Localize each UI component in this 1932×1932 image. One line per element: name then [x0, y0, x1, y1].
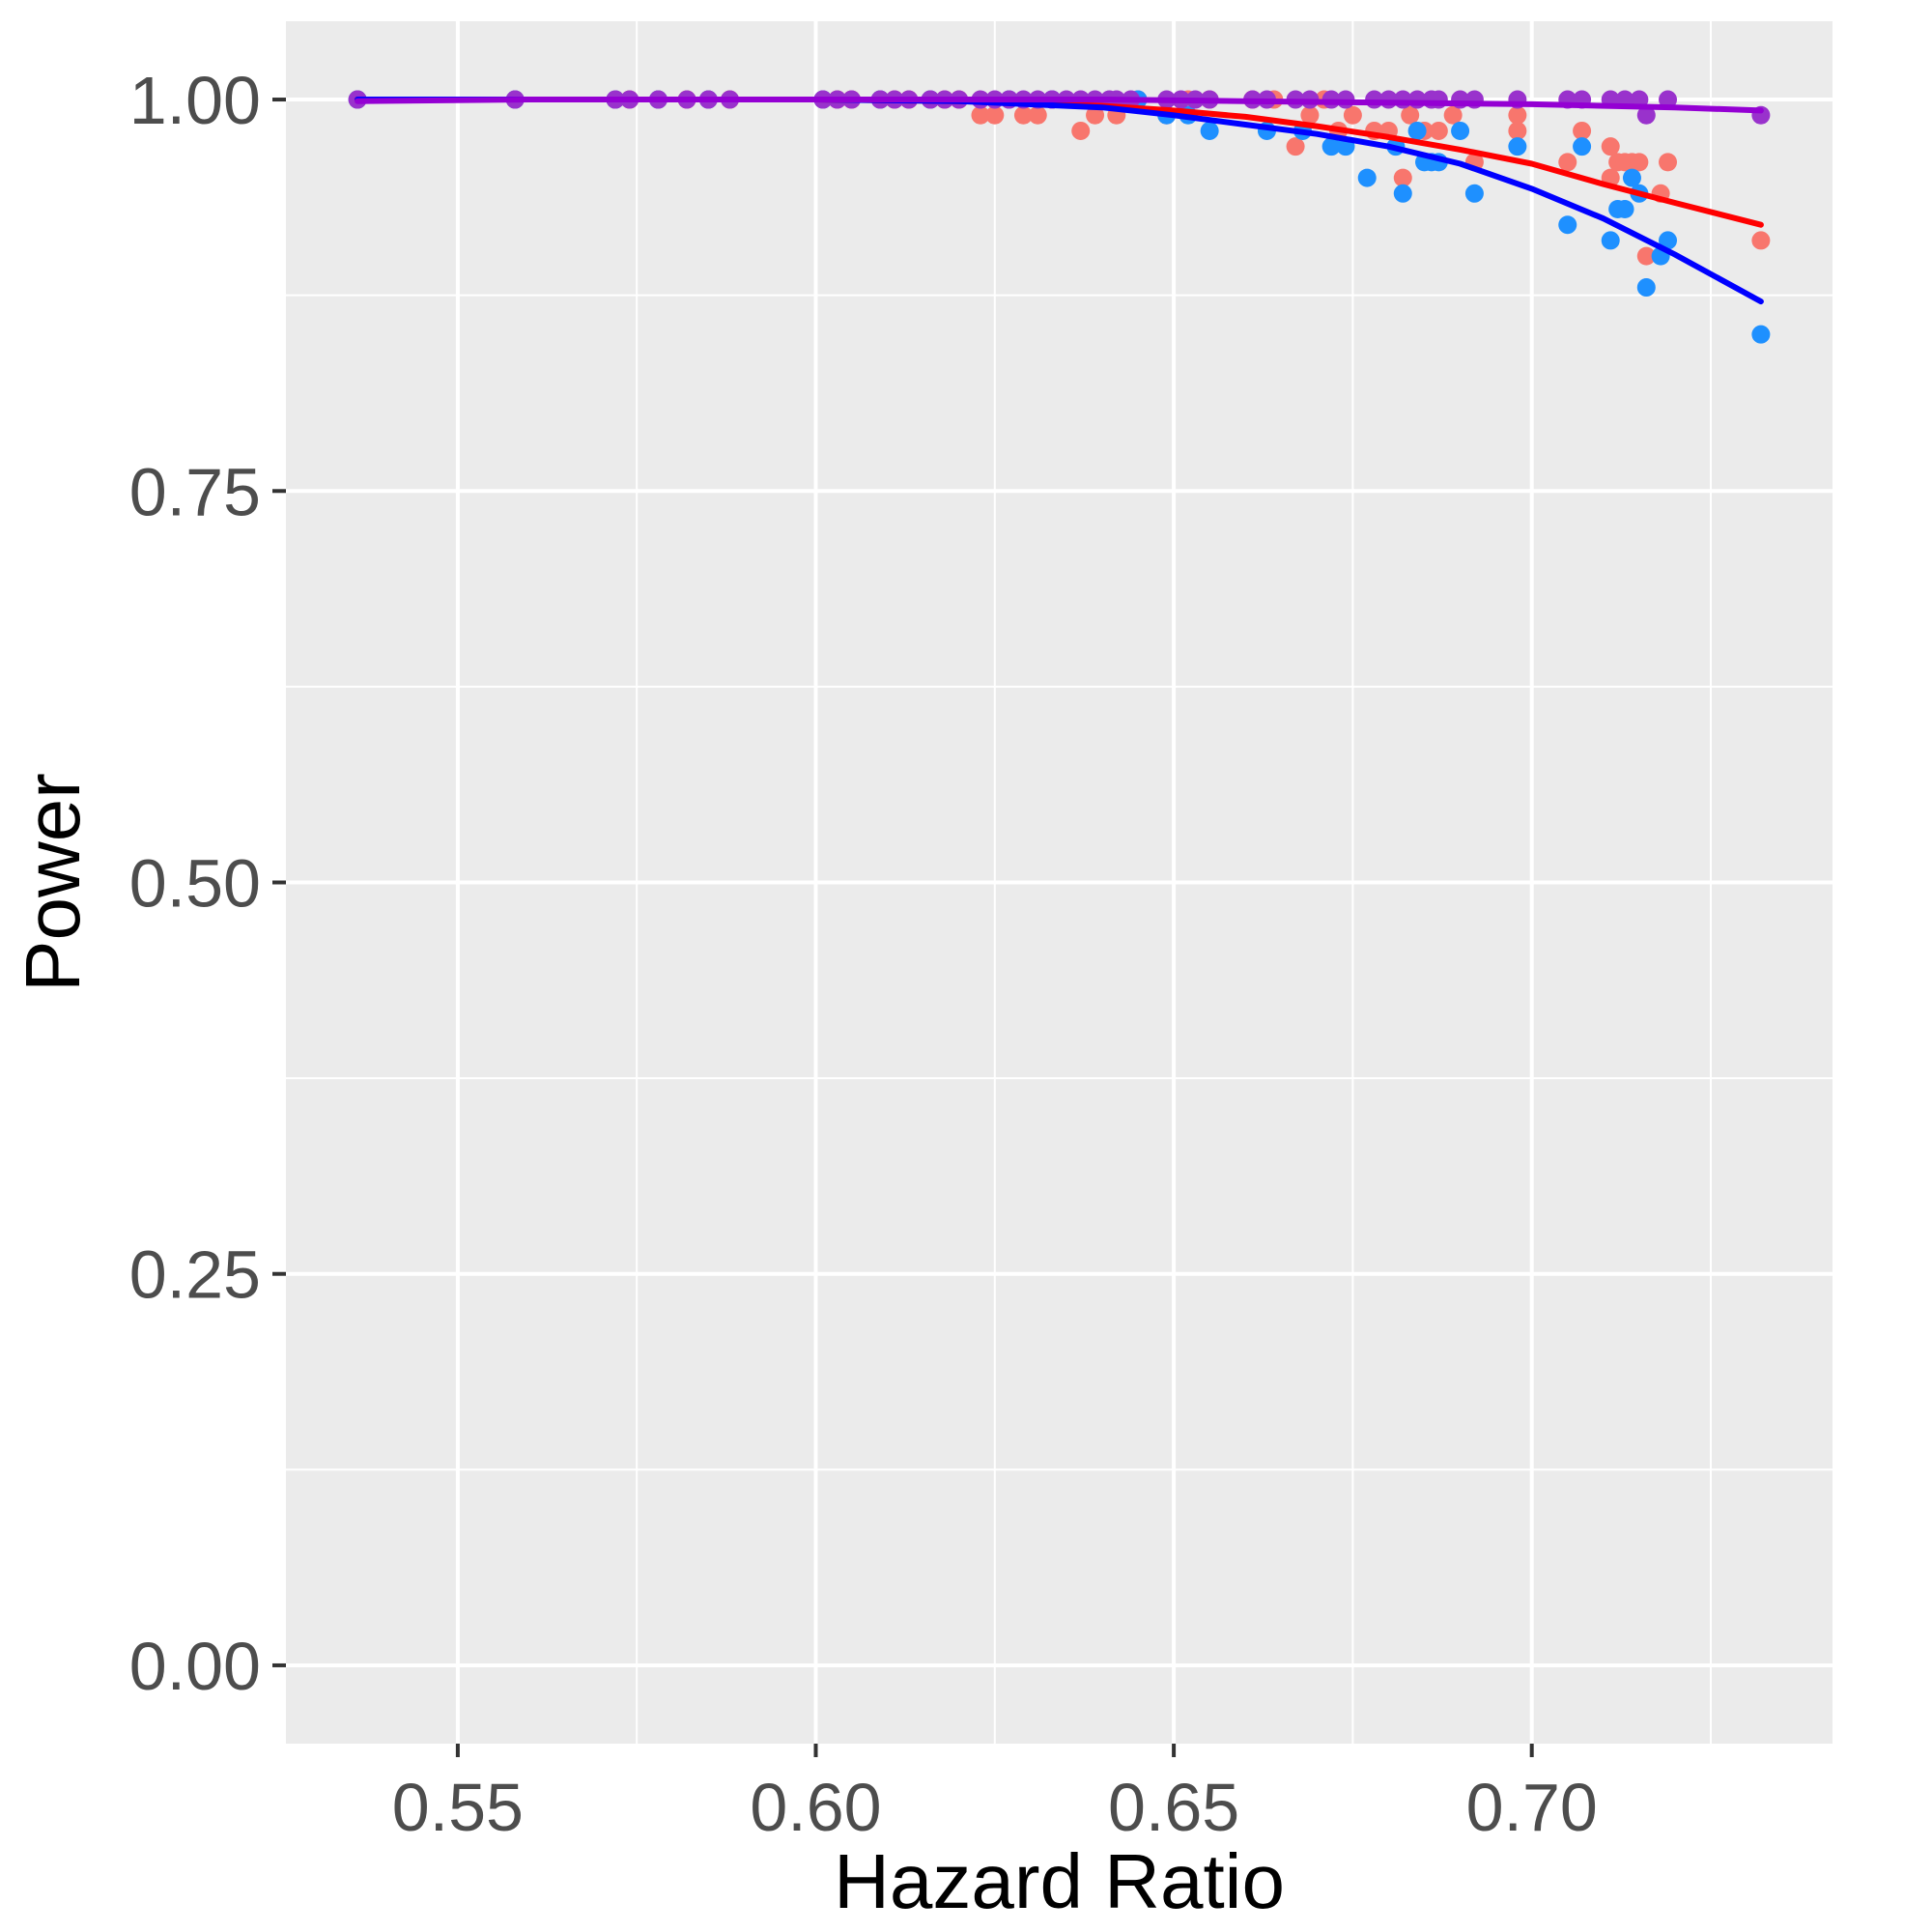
data-point	[1573, 121, 1592, 140]
y-tick-label: 0.25	[129, 1237, 261, 1313]
data-point	[1401, 105, 1420, 125]
x-axis: 0.55 0.60 0.65 0.70	[392, 1744, 1598, 1845]
data-point	[1508, 137, 1527, 156]
data-point	[1508, 121, 1527, 140]
fit-lines	[355, 97, 1764, 305]
data-point	[1200, 121, 1219, 140]
data-point	[1443, 105, 1463, 125]
major-gridlines	[286, 21, 1833, 1744]
data-point	[1013, 105, 1033, 125]
data-point	[1636, 246, 1656, 266]
x-tick-label: 0.70	[1466, 1770, 1598, 1845]
data-point	[1286, 137, 1305, 156]
fit-line	[355, 97, 1764, 114]
x-tick-label: 0.55	[392, 1770, 524, 1845]
data-point	[1071, 121, 1091, 140]
data-point	[985, 105, 1005, 125]
data-point	[1630, 153, 1649, 172]
data-point	[1393, 168, 1412, 187]
data-point	[1086, 105, 1105, 125]
data-point	[1636, 278, 1656, 298]
data-point	[1508, 105, 1527, 125]
data-point	[1343, 105, 1362, 125]
data-point	[1028, 105, 1047, 125]
data-point	[1429, 121, 1448, 140]
data-point	[1659, 153, 1678, 172]
data-point	[1751, 325, 1771, 344]
data-point	[1601, 137, 1620, 156]
data-point	[1451, 121, 1470, 140]
data-point	[1636, 105, 1656, 125]
data-point	[1751, 231, 1771, 250]
data-point	[1407, 121, 1427, 140]
data-point	[1615, 200, 1634, 219]
y-axis-title: Power	[10, 773, 96, 992]
y-tick-label: 0.75	[129, 454, 261, 529]
data-point	[1393, 184, 1412, 203]
data-point	[1300, 105, 1320, 125]
data-point	[1659, 90, 1678, 109]
y-tick-label: 0.50	[129, 846, 261, 922]
y-tick-label: 0.00	[129, 1629, 261, 1704]
data-point	[1622, 168, 1641, 187]
x-tick-label: 0.60	[750, 1770, 881, 1845]
data-point	[1464, 184, 1484, 203]
data-point	[971, 105, 990, 125]
y-tick-label: 1.00	[129, 63, 261, 138]
x-axis-title: Hazard Ratio	[834, 1838, 1285, 1924]
data-point	[1601, 231, 1620, 250]
data-point	[1659, 231, 1678, 250]
data-point	[1357, 168, 1377, 187]
data-point	[1573, 137, 1592, 156]
data-point	[1321, 137, 1341, 156]
y-axis: 0.00 0.25 0.50 0.75 1.00	[129, 63, 286, 1704]
data-point	[1558, 153, 1577, 172]
x-tick-label: 0.65	[1108, 1770, 1239, 1845]
data-point	[1558, 215, 1577, 235]
